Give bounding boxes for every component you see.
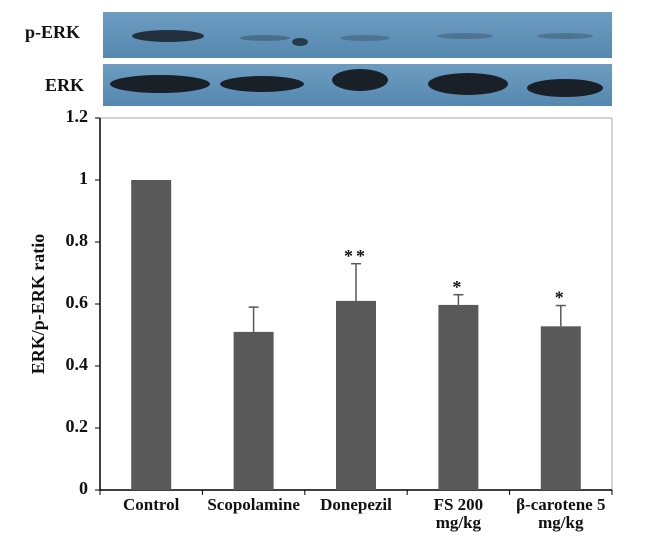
significance: * [555, 288, 567, 308]
significance: ** [344, 246, 368, 266]
blot-label: ERK [45, 75, 84, 95]
band [220, 76, 304, 92]
x-tick-label: Scopolamine [207, 495, 300, 514]
western-blot [103, 12, 612, 106]
bar [233, 331, 274, 490]
band [332, 69, 388, 91]
bar [336, 300, 376, 490]
band [240, 35, 290, 41]
band [340, 35, 390, 41]
x-tick-label: β-carotene 5 mg/kg [516, 495, 606, 532]
x-tick-label: Donepezil [320, 495, 392, 514]
significance: * [452, 277, 464, 297]
y-tick-label: 0.2 [66, 416, 89, 436]
x-tick-label: Control [123, 495, 180, 514]
y-tick-label: 1.2 [66, 106, 89, 126]
y-tick-label: 0.4 [66, 354, 89, 374]
band [527, 79, 603, 97]
band [110, 75, 210, 93]
blot-label: p-ERK [25, 22, 80, 42]
bar [438, 304, 479, 490]
band [437, 33, 493, 39]
y-tick-label: 1 [79, 168, 88, 188]
y-tick-label: 0 [79, 478, 88, 498]
bar [131, 180, 172, 490]
y-axis-label: ERK/p-ERK ratio [28, 234, 48, 375]
band [428, 73, 508, 95]
y-tick-label: 0.6 [66, 292, 89, 312]
band [132, 30, 204, 42]
band [537, 33, 593, 39]
bar [540, 326, 581, 490]
x-tick-label: FS 200 mg/kg [433, 495, 484, 532]
y-tick-label: 0.8 [66, 230, 89, 250]
band [292, 38, 308, 46]
